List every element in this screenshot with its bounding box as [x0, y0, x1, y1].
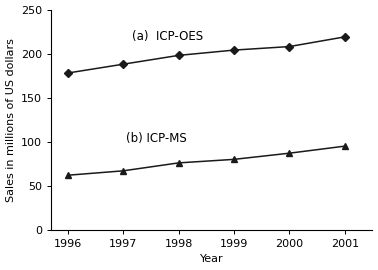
Y-axis label: Sales in millions of US dollars: Sales in millions of US dollars — [6, 38, 15, 202]
X-axis label: Year: Year — [200, 254, 224, 264]
Text: (b) ICP-MS: (b) ICP-MS — [126, 132, 187, 145]
Text: (a)  ICP-OES: (a) ICP-OES — [132, 31, 203, 43]
